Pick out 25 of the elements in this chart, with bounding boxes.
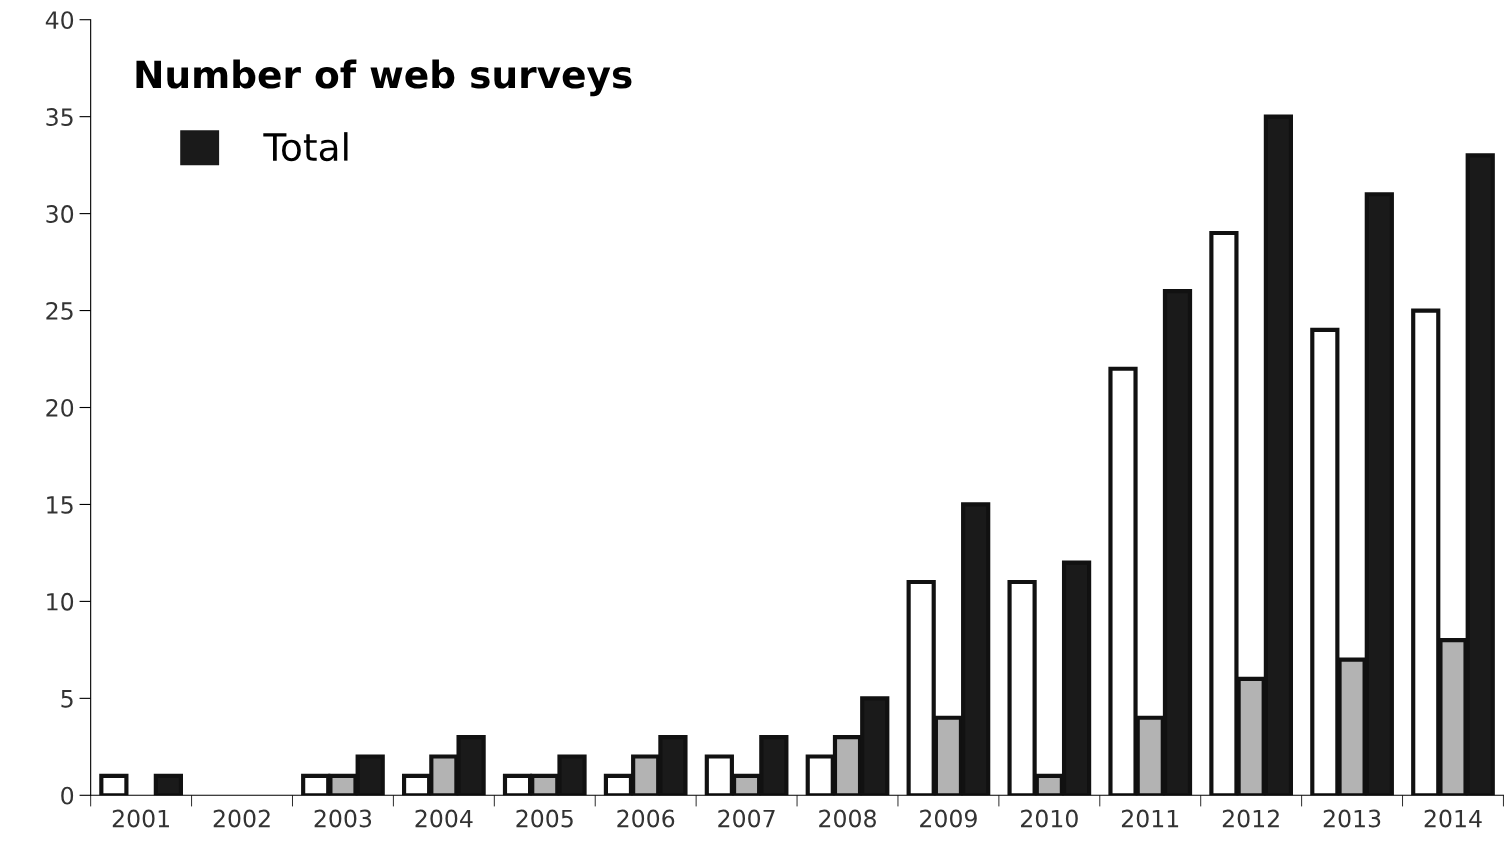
y-tick-label: 30 bbox=[46, 205, 74, 223]
y-tick-label: 25 bbox=[46, 302, 73, 320]
legend-label: Total bbox=[263, 132, 348, 162]
x-tick-label: 2013 bbox=[1323, 809, 1381, 828]
x-tick-label: 2003 bbox=[314, 809, 372, 828]
y-tick-label: 5 bbox=[61, 690, 73, 708]
x-tick-label: 2002 bbox=[213, 809, 270, 828]
x-tick-label: 2009 bbox=[920, 809, 977, 828]
x-tick-label: 2014 bbox=[1424, 809, 1482, 828]
x-tick-label: 2010 bbox=[1021, 809, 1078, 828]
y-tick-label: 40 bbox=[45, 11, 74, 30]
y-tick-label: 0 bbox=[61, 786, 74, 805]
y-tick-label: 15 bbox=[47, 496, 73, 514]
x-tick-label: 2011 bbox=[1121, 809, 1179, 828]
x-tick-label: 2005 bbox=[516, 809, 573, 828]
y-tick-label: 20 bbox=[46, 398, 74, 417]
x-tick-label: 2008 bbox=[819, 809, 876, 828]
x-tick-label: 2012 bbox=[1222, 809, 1279, 828]
y-tick-label: 10 bbox=[47, 592, 74, 611]
y-tick-label: 35 bbox=[46, 108, 73, 126]
x-tick-label: 2006 bbox=[617, 809, 675, 828]
x-tick-label: 2001 bbox=[112, 809, 169, 828]
x-tick-label: 2004 bbox=[415, 809, 473, 828]
text: Number of web surveys bbox=[136, 59, 632, 97]
x-tick-label: 2007 bbox=[718, 809, 775, 828]
